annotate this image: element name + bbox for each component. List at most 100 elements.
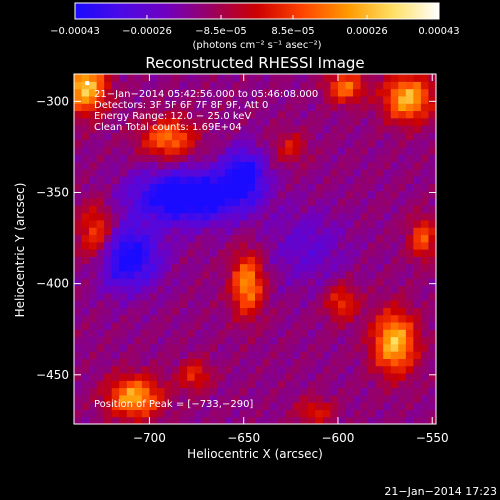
heatmap-cell [262, 278, 271, 287]
heatmap-cell [119, 358, 128, 367]
heatmap-cell [322, 139, 332, 148]
heatmap-cell [126, 190, 135, 199]
heatmap-cell [292, 95, 301, 104]
heatmap-cell [255, 95, 264, 104]
heatmap-cell [360, 125, 369, 133]
heatmap-cell [285, 365, 294, 374]
heatmap-cell [413, 125, 422, 133]
heatmap-cell [420, 358, 430, 367]
heatmap-cell [383, 321, 392, 330]
heatmap-cell [383, 263, 392, 272]
heatmap-cell [141, 416, 151, 425]
heatmap-cell [383, 365, 392, 374]
heatmap-cell [345, 321, 354, 330]
heatmap-cell [322, 416, 332, 425]
heatmap-cell [119, 387, 128, 396]
heatmap-cell [360, 263, 369, 272]
heatmap-cell [126, 205, 135, 214]
heatmap-cell [96, 365, 105, 374]
heatmap-cell [111, 81, 120, 90]
heatmap-cell [104, 154, 113, 163]
heatmap-cell [383, 234, 392, 243]
heatmap-cell [239, 351, 249, 359]
heatmap-cell [156, 146, 166, 155]
heatmap-cell [420, 307, 430, 316]
heatmap-cell [232, 351, 241, 359]
heatmap-cell [277, 270, 286, 279]
heatmap-cell [398, 146, 407, 155]
heatmap-cell [224, 343, 233, 352]
heatmap-cell [360, 249, 369, 257]
heatmap-cell [420, 321, 430, 330]
heatmap-cell [420, 343, 430, 352]
heatmap-cell [149, 205, 158, 214]
heatmap-cell [345, 190, 354, 199]
heatmap-cell [81, 307, 90, 316]
heatmap-cell [277, 351, 286, 359]
heatmap-cell [194, 176, 203, 184]
heatmap-cell [202, 351, 211, 359]
heatmap-cell [368, 409, 377, 418]
heatmap-cell [428, 314, 437, 323]
heatmap-cell [390, 241, 399, 250]
annotation-time-range: 21−Jan−2014 05:42:56.000 to 05:46:08.000 [94, 89, 318, 100]
heatmap-cell [330, 270, 339, 279]
heatmap-cell [428, 219, 437, 228]
heatmap-cell [405, 394, 414, 403]
heatmap-cell [428, 146, 437, 155]
heatmap-cell [360, 358, 369, 367]
heatmap-cell [247, 292, 256, 301]
heatmap-cell [255, 394, 264, 403]
heatmap-cell [224, 329, 233, 338]
heatmap-cell [217, 343, 226, 352]
heatmap-cell [164, 256, 173, 265]
heatmap-cell [202, 409, 211, 418]
heatmap-cell [111, 380, 120, 389]
heatmap-cell [270, 256, 279, 265]
heatmap-cell [194, 365, 203, 374]
heatmap-cell [96, 358, 105, 367]
heatmap-cell [330, 365, 339, 374]
heatmap-cell [413, 351, 422, 359]
heatmap-cell [202, 263, 211, 272]
heatmap-cell [141, 300, 151, 308]
heatmap-cell [322, 103, 332, 112]
heatmap-cell [262, 139, 271, 148]
heatmap-cell [262, 300, 271, 308]
heatmap-cell [126, 263, 135, 272]
heatmap-cell [277, 103, 286, 112]
heatmap-cell [104, 139, 113, 148]
heatmap-cell [164, 300, 173, 308]
heatmap-cell [300, 358, 309, 367]
observation-annotations: 21−Jan−2014 05:42:56.000 to 05:46:08.000… [94, 89, 318, 410]
heatmap-cell [270, 227, 279, 236]
heatmap-cell [172, 263, 181, 272]
heatmap-cell [270, 183, 279, 192]
heatmap-cell [156, 365, 166, 374]
heatmap-cell [134, 88, 143, 97]
heatmap-cell [330, 219, 339, 228]
heatmap-cell [209, 343, 218, 352]
heatmap-cell [209, 117, 218, 126]
heatmap-cell [345, 176, 354, 184]
heatmap-cell [209, 176, 218, 184]
heatmap-cell [187, 372, 196, 381]
heatmap-cell [217, 74, 226, 82]
heatmap-cell [353, 329, 362, 338]
heatmap-cell [277, 409, 286, 418]
heatmap-cell [285, 402, 294, 411]
heatmap-cell [345, 351, 354, 359]
heatmap-cell [156, 241, 166, 250]
heatmap-cell [194, 270, 203, 279]
heatmap-cell [232, 249, 241, 257]
heatmap-cell [104, 329, 113, 338]
heatmap-cell [119, 365, 128, 374]
heatmap-cell [209, 321, 218, 330]
heatmap-cell [307, 365, 316, 374]
heatmap-cell [277, 256, 286, 265]
heatmap-cell [179, 146, 188, 155]
heatmap-cell [81, 205, 90, 214]
heatmap-cell [292, 103, 301, 112]
heatmap-cell [353, 110, 362, 119]
heatmap-cell [255, 278, 264, 287]
